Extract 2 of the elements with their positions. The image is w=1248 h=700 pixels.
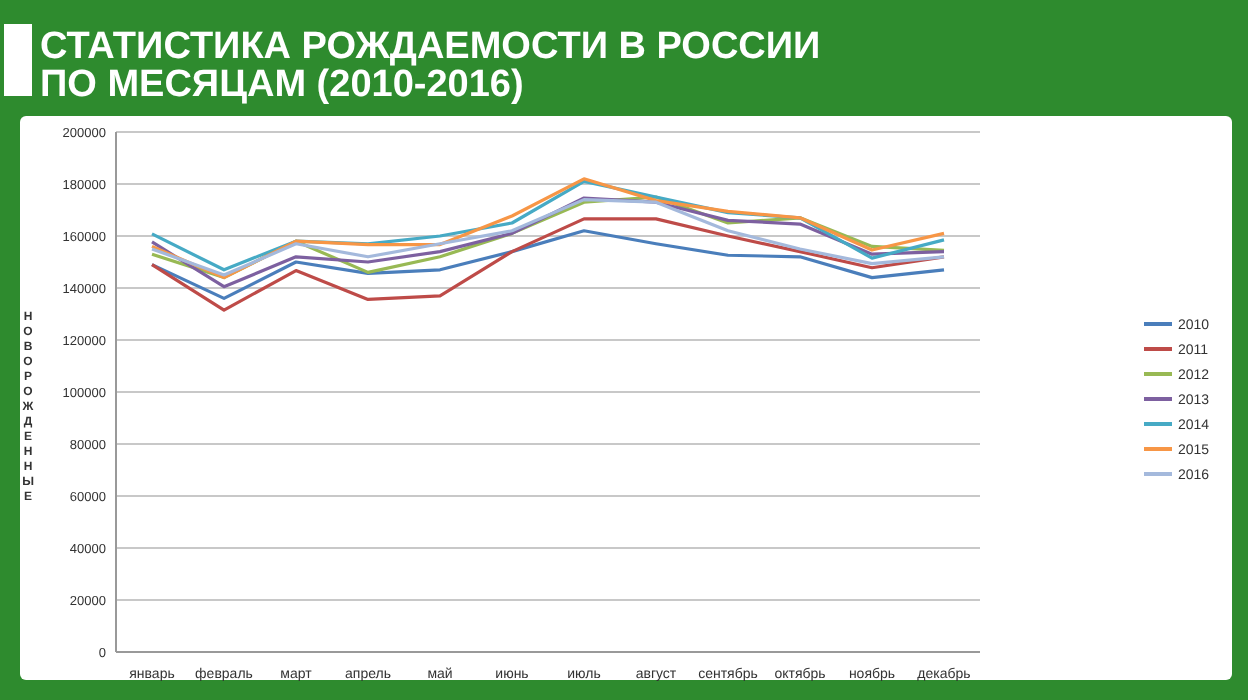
chart-title: СТАТИСТИКА РОЖДАЕМОСТИ В РОССИИ ПО МЕСЯЦАМ (2010-2016) (40, 26, 821, 106)
line-series (150, 229, 946, 300)
